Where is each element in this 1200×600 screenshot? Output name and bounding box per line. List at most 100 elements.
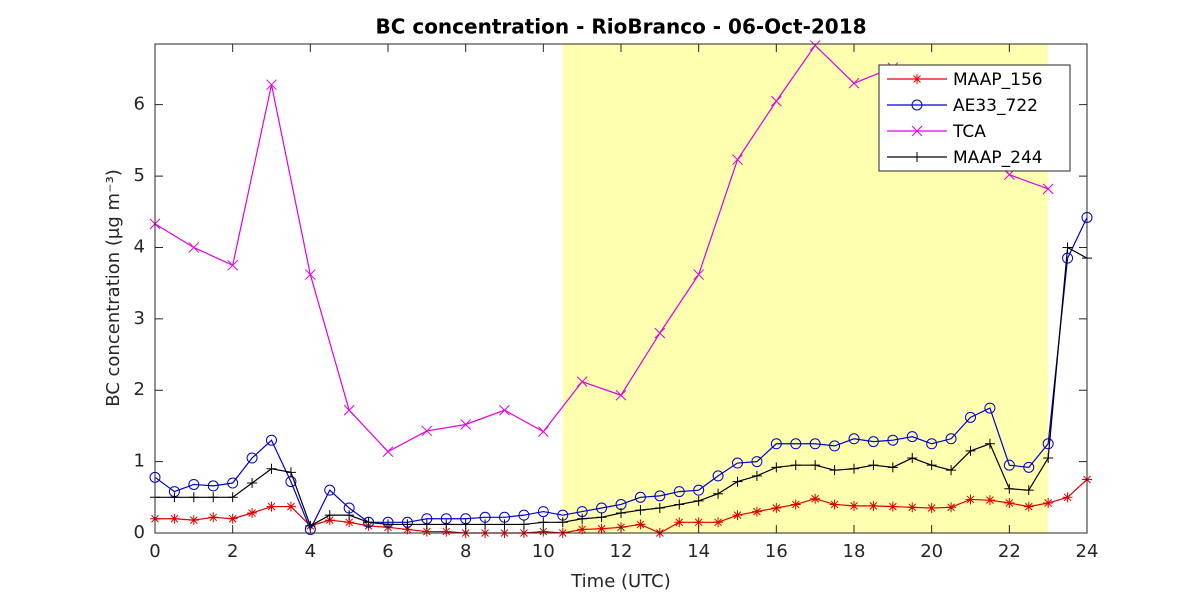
marker xyxy=(887,501,898,512)
marker xyxy=(499,519,510,530)
marker xyxy=(596,523,607,534)
marker xyxy=(771,503,782,514)
marker xyxy=(887,462,898,473)
marker xyxy=(518,519,529,530)
x-tick-label: 6 xyxy=(382,541,393,562)
marker xyxy=(810,493,821,504)
marker xyxy=(324,484,336,496)
marker xyxy=(829,499,840,510)
marker xyxy=(654,490,666,502)
x-tick-label: 18 xyxy=(843,541,866,562)
marker xyxy=(635,519,646,530)
marker xyxy=(227,492,238,503)
marker xyxy=(188,242,200,253)
marker xyxy=(1043,453,1054,464)
marker xyxy=(713,488,724,499)
marker xyxy=(965,494,976,505)
marker xyxy=(907,453,918,464)
marker xyxy=(912,74,922,84)
y-tick-label: 4 xyxy=(134,236,145,257)
marker xyxy=(402,519,413,530)
marker xyxy=(732,457,743,469)
marker xyxy=(635,505,646,516)
marker xyxy=(441,519,452,530)
marker xyxy=(169,492,180,503)
legend-label: AE33_722 xyxy=(953,96,1038,116)
legend-box xyxy=(878,64,1071,172)
marker xyxy=(480,519,491,530)
marker xyxy=(208,512,219,523)
x-tick-label: 0 xyxy=(149,541,160,562)
marker xyxy=(343,404,355,416)
marker xyxy=(1004,498,1015,509)
marker xyxy=(285,501,296,512)
marker xyxy=(732,510,743,521)
marker xyxy=(169,513,180,524)
marker xyxy=(1062,242,1073,253)
marker xyxy=(266,434,277,446)
marker xyxy=(188,492,199,503)
y-axis-label: BC concentration (μg m⁻³) xyxy=(103,169,124,407)
x-tick-label: 4 xyxy=(305,541,316,562)
x-tick-label: 14 xyxy=(687,541,710,562)
marker xyxy=(848,77,860,89)
x-tick-label: 24 xyxy=(1076,541,1099,562)
marker xyxy=(868,460,879,471)
marker xyxy=(1023,485,1034,496)
x-tick-label: 8 xyxy=(460,541,471,562)
marker xyxy=(1042,183,1054,195)
marker xyxy=(965,445,976,456)
marker xyxy=(887,434,899,446)
marker xyxy=(266,463,277,474)
marker xyxy=(693,517,704,528)
marker xyxy=(829,465,840,476)
y-tick-label: 3 xyxy=(134,308,145,329)
marker xyxy=(208,492,219,503)
marker xyxy=(207,480,219,492)
marker xyxy=(674,517,685,528)
marker xyxy=(674,499,685,510)
marker xyxy=(693,495,704,506)
marker xyxy=(693,484,705,496)
marker xyxy=(771,462,782,473)
marker xyxy=(1004,483,1015,494)
marker xyxy=(829,440,841,452)
marker xyxy=(363,517,374,528)
marker xyxy=(537,506,549,518)
marker xyxy=(926,460,937,471)
marker xyxy=(421,519,432,530)
marker xyxy=(732,476,743,487)
x-tick-label: 22 xyxy=(998,541,1021,562)
marker xyxy=(732,154,743,166)
marker xyxy=(421,425,433,437)
legend-label: MAAP_244 xyxy=(953,148,1043,168)
marker xyxy=(751,506,762,517)
marker xyxy=(1003,459,1015,471)
marker xyxy=(965,411,976,423)
x-tick-label: 12 xyxy=(610,541,633,562)
marker xyxy=(713,517,724,528)
x-tick-label: 10 xyxy=(532,541,555,562)
marker xyxy=(751,470,762,481)
marker xyxy=(984,402,996,414)
x-tick-label: 20 xyxy=(920,541,943,562)
legend-label: MAAP_156 xyxy=(953,70,1043,90)
x-axis-label: Time (UTC) xyxy=(570,571,671,592)
marker xyxy=(1023,461,1035,473)
marker xyxy=(946,465,957,476)
marker xyxy=(596,512,607,523)
marker xyxy=(576,376,588,388)
marker xyxy=(266,79,277,91)
marker xyxy=(615,389,627,401)
marker xyxy=(557,517,568,528)
y-tick-label: 1 xyxy=(134,451,145,472)
marker xyxy=(227,259,239,271)
marker xyxy=(809,438,821,450)
marker xyxy=(926,503,937,514)
marker xyxy=(790,438,802,450)
marker xyxy=(926,438,938,450)
marker xyxy=(1023,501,1034,512)
marker xyxy=(634,491,646,503)
marker xyxy=(809,40,821,51)
